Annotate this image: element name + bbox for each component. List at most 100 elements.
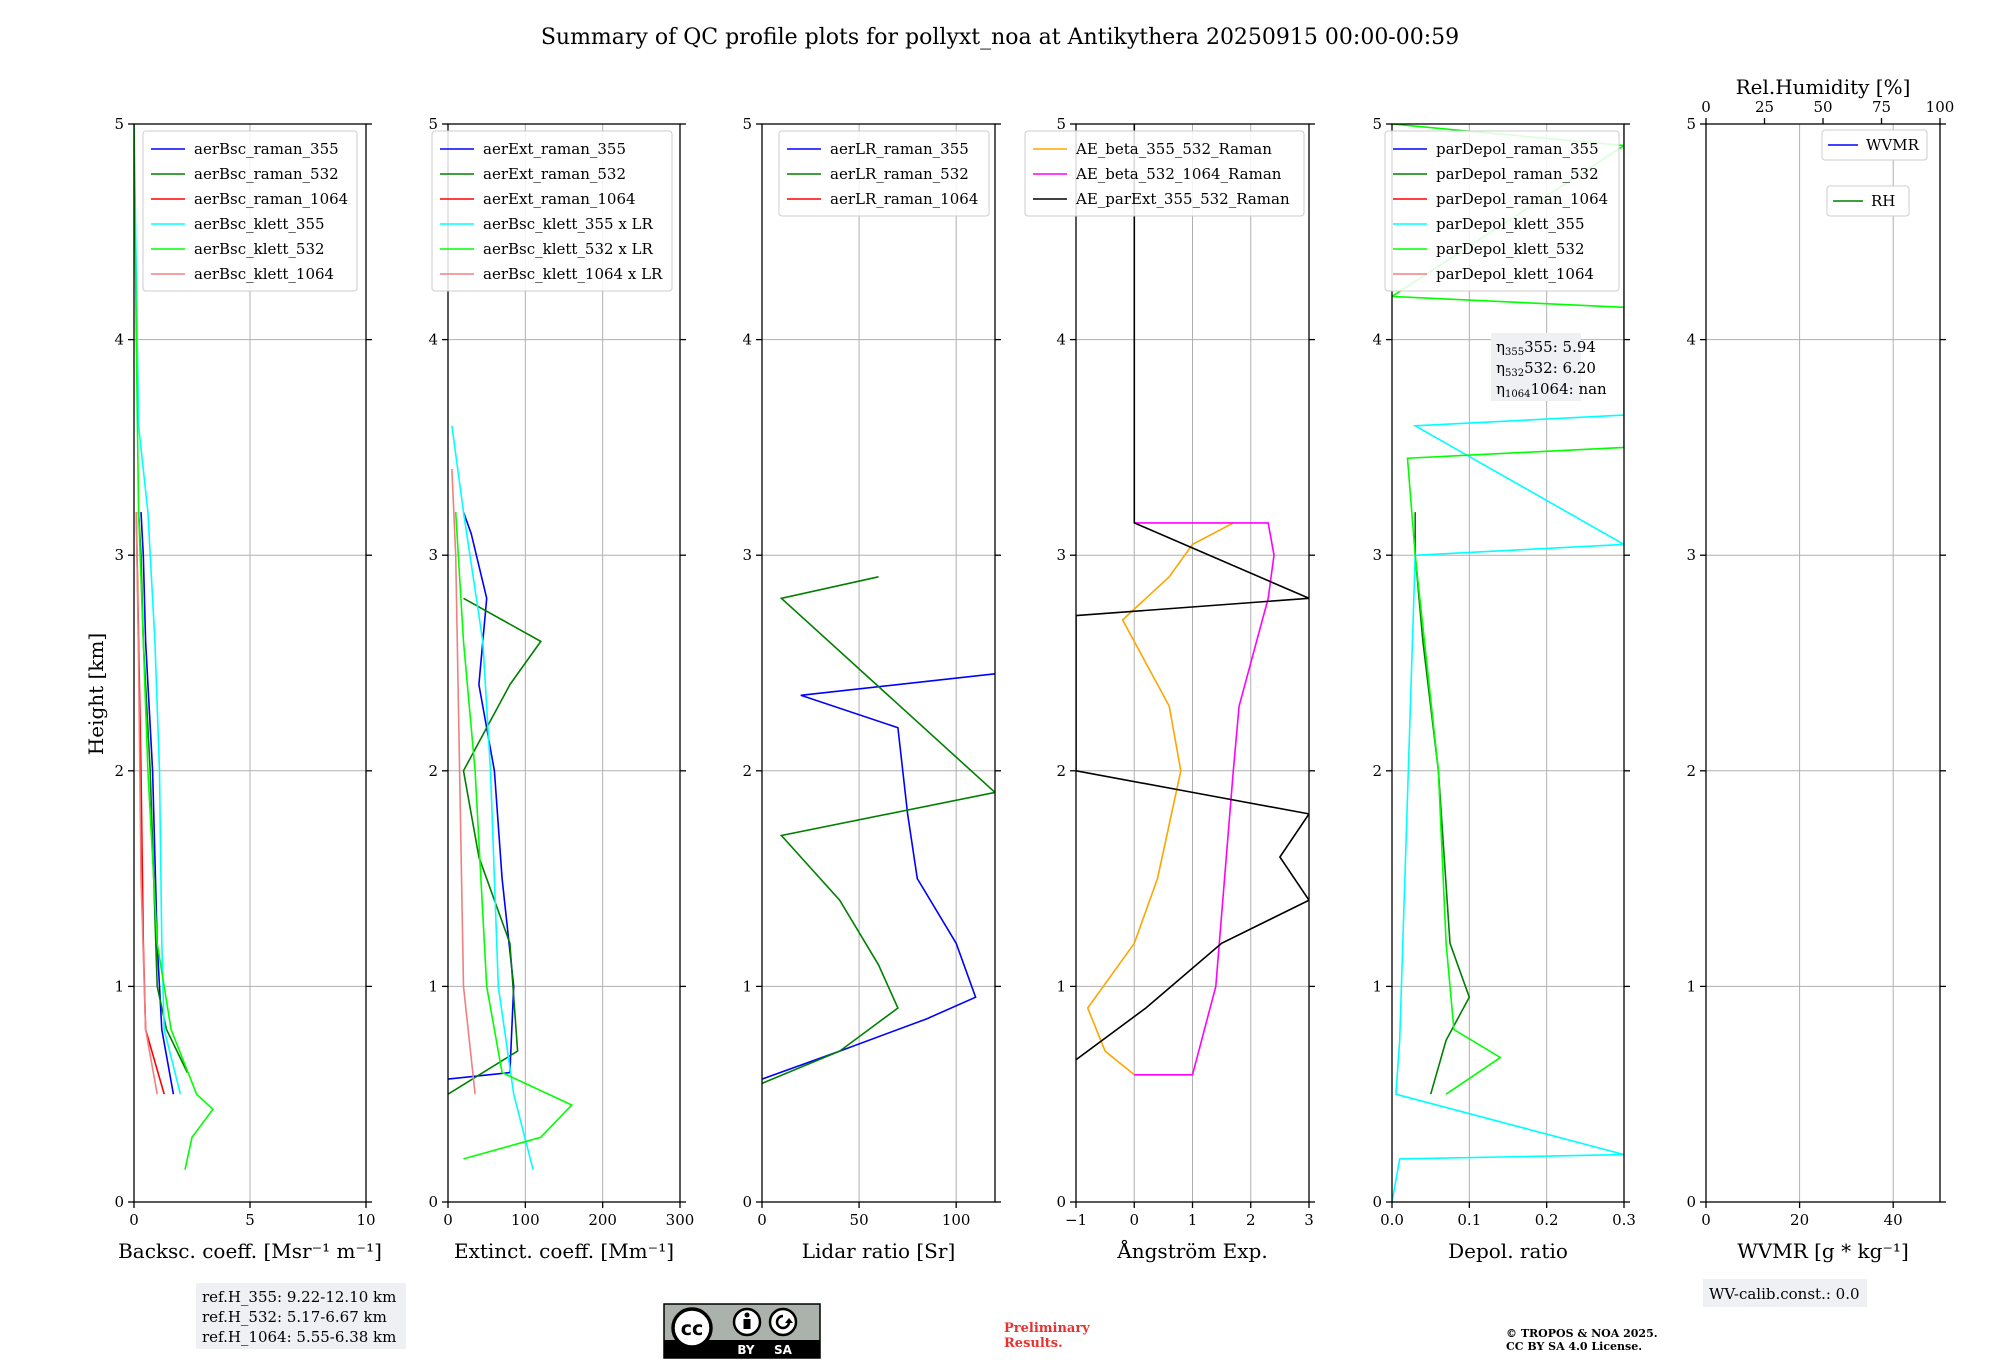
eta-532: 532: 6.20 — [1524, 359, 1596, 377]
legend-entry: RH — [1871, 192, 1895, 210]
x-axis-label: WVMR [g * kg⁻¹] — [1737, 1239, 1909, 1263]
y-tick-label: 0 — [1056, 1193, 1066, 1211]
wv-calib-text: WV-calib.const.: 0.0 — [1709, 1285, 1860, 1303]
cc-by-label: BY — [737, 1343, 754, 1357]
y-tick-label: 0 — [1686, 1193, 1696, 1211]
x-axis-label: Backsc. coeff. [Msr⁻¹ m⁻¹] — [118, 1239, 382, 1263]
y-tick-label: 5 — [1372, 115, 1382, 133]
series-line-aerBsc_klett_1064 — [135, 512, 158, 1095]
y-tick-label: 1 — [428, 977, 438, 995]
y-tick-label: 5 — [428, 115, 438, 133]
panel-5: 0.0 0.1 0.2 0.3 0 1 2 3 4 5 Depol. ratio parDepol_r… — [1372, 115, 1635, 1263]
x-axis-label: Depol. ratio — [1448, 1239, 1568, 1263]
series-line-aerLR_raman_355 — [762, 673, 995, 1080]
legend-entry: aerExt_raman_355 — [483, 140, 626, 158]
y-tick-label: 2 — [1056, 762, 1066, 780]
preliminary-label-2: Results. — [1004, 1336, 1063, 1351]
y-tick-label: 0 — [428, 1193, 438, 1211]
legend-entry: parDepol_klett_532 — [1436, 240, 1585, 258]
y-tick-label: 4 — [742, 331, 752, 349]
cc-sa-label: SA — [774, 1343, 793, 1357]
legend-box — [1821, 129, 1928, 161]
series-line-parDepol_raman_532 — [1414, 512, 1471, 1095]
x-tick-label: 0 — [129, 1211, 139, 1229]
axes-frame — [447, 123, 681, 1203]
legend: aerLR_raman_355 aerLR_raman_532 aerLR_rama… — [778, 130, 990, 217]
x-tick-label: 100 — [942, 1211, 971, 1229]
legend-entry: aerExt_raman_532 — [483, 165, 626, 183]
cc-license-badge: cc BY SA — [663, 1303, 821, 1359]
y-tick-label: 3 — [114, 546, 124, 564]
y-axis-label: Height [km] — [84, 633, 108, 755]
legend: aerBsc_raman_355 aerBsc_raman_532 aerBsc_r… — [142, 130, 358, 292]
eta-box: η355355: 5.94 η532532: 6.20 η10641064: n… — [1491, 333, 1607, 401]
series-group — [1076, 124, 1309, 1076]
legend-box — [1826, 185, 1910, 217]
x-tick-label: 0.3 — [1612, 1211, 1636, 1229]
panel-2: 0 100 200 300 0 1 2 3 4 5 Extinct. coeff. [Mm⁻¹] ae… — [428, 115, 694, 1263]
y-tick-label: 3 — [742, 546, 752, 564]
legend-entry: parDepol_raman_355 — [1436, 140, 1599, 158]
y-tick-label: 5 — [1686, 115, 1696, 133]
y-tick-label: 1 — [1686, 977, 1696, 995]
legend-entry: aerBsc_raman_532 — [194, 165, 339, 183]
legend-entry: aerBsc_klett_1064 — [194, 265, 334, 283]
y-tick-label: 2 — [1372, 762, 1382, 780]
panel-6: 0 20 40 0 1 2 3 4 5 WVMR [g * kg⁻¹] 0 25 50 75 100 Rel.… — [1686, 75, 1954, 1263]
y-tick-label: 5 — [1056, 115, 1066, 133]
y-tick-label: 2 — [1686, 762, 1696, 780]
legend-box — [1024, 130, 1305, 217]
y-tick-label: 4 — [428, 331, 438, 349]
y-tick-label: 2 — [742, 762, 752, 780]
legend-entry: aerBsc_klett_355 x LR — [483, 215, 654, 233]
y-tick-label: 1 — [1372, 977, 1382, 995]
legend-entry: AE_parExt_355_532_Raman — [1075, 190, 1290, 208]
top-x-tick-label: 0 — [1701, 98, 1711, 116]
y-tick-label: 5 — [742, 115, 752, 133]
x-tick-label: 40 — [1884, 1211, 1903, 1229]
y-tick-label: 3 — [1686, 546, 1696, 564]
legend-entry: aerBsc_klett_532 x LR — [483, 240, 654, 258]
series-group — [762, 576, 995, 1085]
by-person-icon — [732, 1307, 762, 1337]
series-line-AE_beta_355_532_Raman — [1086, 522, 1234, 1076]
x-tick-label: 3 — [1304, 1211, 1314, 1229]
legend-entry: aerBsc_klett_355 — [194, 215, 325, 233]
series-line-aerBsc_klett_532 x LR — [454, 512, 574, 1160]
x-tick-label: 5 — [245, 1211, 255, 1229]
x-tick-label: 0 — [1129, 1211, 1139, 1229]
svg-text:cc: cc — [681, 1318, 704, 1340]
x-tick-label: 100 — [511, 1211, 540, 1229]
legend-entry: parDepol_raman_532 — [1436, 165, 1599, 183]
top-x-tick-label: 50 — [1813, 98, 1832, 116]
series-line-aerBsc_klett_355 x LR — [451, 425, 534, 1170]
y-tick-label: 1 — [1056, 977, 1066, 995]
series-line-aerBsc_raman_532 — [137, 512, 189, 1073]
legend-entry: aerBsc_klett_1064 x LR — [483, 265, 663, 283]
copyright-line-2: CC BY SA 4.0 License. — [1506, 1340, 1642, 1353]
x-tick-label: 20 — [1790, 1211, 1809, 1229]
eta-355: 355: 5.94 — [1524, 338, 1596, 356]
legend: WVMR RH — [1821, 129, 1928, 217]
x-tick-label: 0 — [1701, 1211, 1711, 1229]
panel-3: 0 50 100 0 1 2 3 4 5 Lidar ratio [Sr] aerLR_raman_… — [742, 115, 1001, 1263]
series-line-aerLR_raman_532 — [762, 576, 995, 1085]
y-tick-label: 1 — [742, 977, 752, 995]
top-x-tick-label: 25 — [1755, 98, 1774, 116]
top-x-tick-label: 75 — [1872, 98, 1891, 116]
legend-box — [431, 130, 673, 292]
legend-entry: aerLR_raman_1064 — [830, 190, 978, 208]
legend-entry: aerLR_raman_355 — [830, 140, 969, 158]
y-tick-label: 3 — [1056, 546, 1066, 564]
legend-entry: AE_beta_532_1064_Raman — [1075, 165, 1282, 183]
y-tick-label: 4 — [1372, 331, 1382, 349]
y-tick-label: 2 — [428, 762, 438, 780]
series-line-aerExt_raman_532 — [448, 597, 542, 1095]
top-x-axis-label: Rel.Humidity [%] — [1736, 75, 1911, 99]
x-tick-label: 0.2 — [1535, 1211, 1559, 1229]
legend-entry: aerLR_raman_532 — [830, 165, 969, 183]
y-tick-label: 3 — [428, 546, 438, 564]
series-line-parDepol_klett_355 — [1392, 124, 1624, 1202]
